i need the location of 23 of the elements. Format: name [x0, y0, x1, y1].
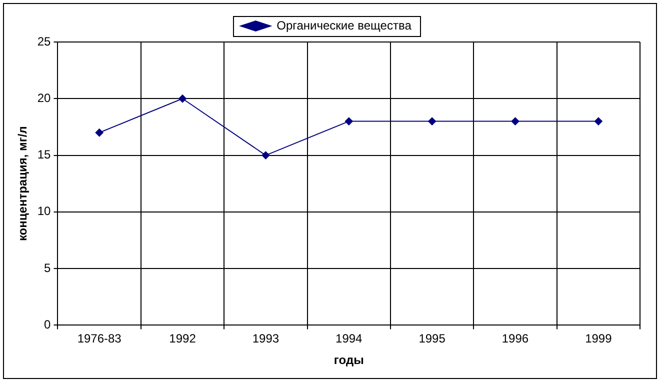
point	[594, 117, 602, 126]
x-tick-label: 1976-83	[77, 332, 122, 346]
y-tick-label: 25	[37, 34, 52, 48]
x-tick-label: 1992	[169, 332, 196, 346]
y-tick-label: 5	[44, 260, 52, 275]
y-tick-label: 20	[37, 90, 52, 105]
y-tick-label: 10	[37, 204, 52, 218]
x-tick-label: 1995	[418, 332, 446, 346]
point	[95, 128, 104, 137]
x-axis-title: годы	[334, 353, 364, 368]
x-tick-label: 1993	[252, 332, 280, 346]
point	[344, 117, 353, 126]
x-tick-label: 1996	[502, 332, 529, 346]
y-tick-label: 15	[37, 148, 52, 162]
point	[511, 117, 520, 126]
point	[428, 117, 436, 126]
y-tick-label: 0	[44, 318, 52, 332]
point	[262, 151, 270, 160]
y-axis-title: концентрация, мг/л	[16, 126, 30, 242]
x-tick-label: 1994	[336, 332, 363, 346]
point	[178, 94, 187, 103]
legend-label: Органические вещества	[276, 18, 412, 32]
x-tick-label: 1999	[585, 332, 612, 346]
